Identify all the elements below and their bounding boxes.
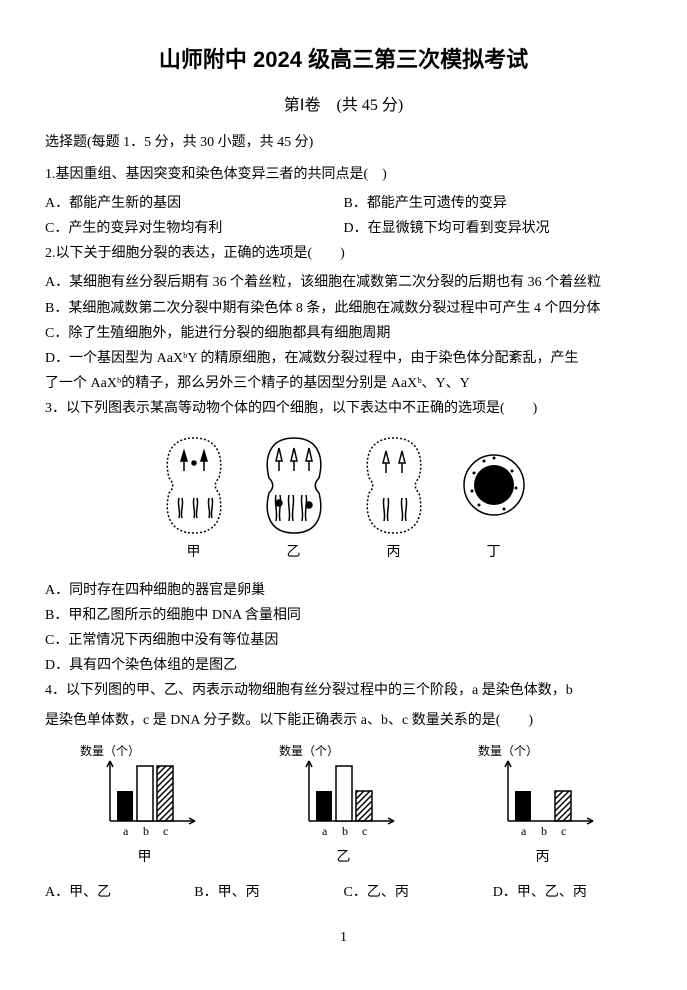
q1-options: A．都能产生新的基因 B．都能产生可遗传的变异 C．产生的变异对生物均有利 D．…: [45, 191, 642, 241]
q4-chart-jia: 数量（个） a b c 甲: [75, 743, 215, 870]
svg-text:a: a: [123, 824, 129, 838]
svg-text:数量（个）: 数量（个）: [478, 743, 538, 758]
svg-text:b: b: [143, 824, 149, 838]
svg-text:c: c: [362, 824, 367, 838]
q3-cell-bing: 丙: [354, 433, 434, 565]
q2-optD-line2: 了一个 AaXᵇ的精子，那么另外三个精子的基因型分别是 AaXᵇ、Y、Y: [45, 371, 642, 396]
q4-stem-line1: 4．以下列图的甲、乙、丙表示动物细胞有丝分裂过程中的三个阶段，a 是染色体数，b: [45, 678, 642, 703]
q3-cell-yi: 乙: [254, 433, 334, 565]
svg-text:数量（个）: 数量（个）: [279, 743, 339, 758]
q3-optB: B．甲和乙图所示的细胞中 DNA 含量相同: [45, 603, 642, 628]
svg-text:c: c: [561, 824, 566, 838]
q4-label-bing: 丙: [473, 845, 613, 870]
q1-optD: D．在显微镜下均可看到变异状况: [344, 216, 643, 241]
q1-optC: C．产生的变异对生物均有利: [45, 216, 344, 241]
q1-stem: 1.基因重组、基因突变和染色体变异三者的共同点是( ): [45, 162, 642, 187]
q3-label-ding: 丁: [454, 540, 534, 565]
q4-charts: 数量（个） a b c 甲 数量（个）: [45, 743, 642, 870]
q2-stem: 2.以下关于细胞分裂的表达，正确的选项是( ): [45, 241, 642, 266]
q1-optA: A．都能产生新的基因: [45, 191, 344, 216]
q3-optD: D．具有四个染色体组的是图乙: [45, 653, 642, 678]
exam-subtitle: 第Ⅰ卷 (共 45 分): [45, 92, 642, 121]
q2-optD-line1: D．一个基因型为 AaXᵇY 的精原细胞，在减数分裂过程中，由于染色体分配紊乱，…: [45, 346, 642, 371]
q4-chart-yi: 数量（个） a b c 乙: [274, 743, 414, 870]
q2-optB: B．某细胞减数第二次分裂中期有染色体 8 条，此细胞在减数分裂过程中可产生 4 …: [45, 296, 642, 321]
q3-cell-ding: 丁: [454, 433, 534, 565]
q4-options: A．甲、乙 B．甲、丙 C．乙、丙 D．甲、乙、丙: [45, 880, 642, 905]
q4-stem-line2: 是染色单体数，c 是 DNA 分子数。以下能正确表示 a、b、c 数量关系的是(…: [45, 708, 642, 733]
q1-optB: B．都能产生可遗传的变异: [344, 191, 643, 216]
exam-instruction: 选择题(每题 1．5 分，共 30 小题，共 45 分): [45, 130, 642, 155]
q3-label-bing: 丙: [354, 540, 434, 565]
q3-label-yi: 乙: [254, 540, 334, 565]
q3-label-jia: 甲: [154, 540, 234, 565]
q3-optC: C．正常情况下丙细胞中没有等位基因: [45, 628, 642, 653]
q4-chart-bing: 数量（个） a b c 丙: [473, 743, 613, 870]
q4-optA: A．甲、乙: [45, 880, 194, 905]
q2-optC: C．除了生殖细胞外，能进行分裂的细胞都具有细胞周期: [45, 321, 642, 346]
q4-label-yi: 乙: [274, 845, 414, 870]
svg-text:b: b: [342, 824, 348, 838]
q4-optC: C．乙、丙: [344, 880, 493, 905]
q4-optB: B．甲、丙: [194, 880, 343, 905]
q3-cell-jia: 甲: [154, 433, 234, 565]
q3-stem: 3．以下列图表示某高等动物个体的四个细胞，以下表达中不正确的选项是( ): [45, 396, 642, 421]
exam-title: 山师附中 2024 级高三第三次模拟考试: [45, 40, 642, 80]
q4-optD: D．甲、乙、丙: [493, 880, 642, 905]
svg-text:a: a: [521, 824, 527, 838]
q3-optA: A．同时存在四种细胞的器官是卵巢: [45, 578, 642, 603]
q3-figure: 甲 乙: [45, 433, 642, 565]
svg-text:c: c: [163, 824, 168, 838]
svg-text:b: b: [541, 824, 547, 838]
q4-label-jia: 甲: [75, 845, 215, 870]
chart-ylabel: 数量（个）: [80, 743, 140, 758]
svg-text:a: a: [322, 824, 328, 838]
q2-optA: A．某细胞有丝分裂后期有 36 个着丝粒，该细胞在减数第二次分裂的后期也有 36…: [45, 270, 642, 295]
page-number: 1: [45, 925, 642, 950]
